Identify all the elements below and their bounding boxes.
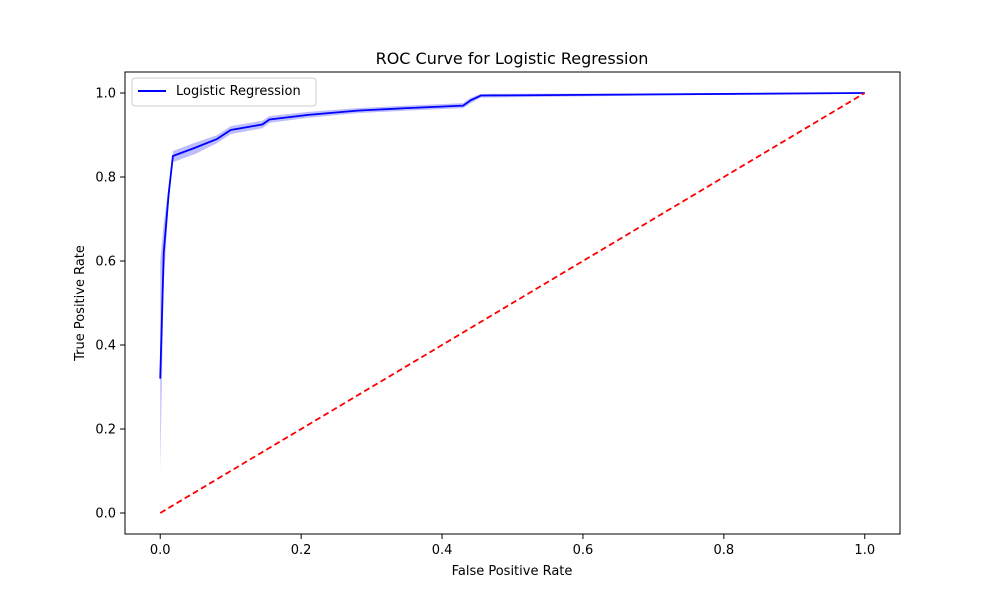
y-axis-label: True Positive Rate — [73, 245, 88, 362]
x-tick-label: 0.2 — [291, 543, 312, 558]
y-tick-label: 0.4 — [95, 339, 116, 354]
x-tick-label: 0.4 — [432, 543, 453, 558]
legend-box — [131, 77, 317, 107]
chart-title: ROC Curve for Logistic Regression — [376, 49, 649, 68]
legend-label-logistic-regression: Logistic Regression — [176, 84, 301, 99]
y-tick-label: 1.0 — [95, 87, 116, 102]
series-layer — [159, 92, 866, 514]
x-axis-label: False Positive Rate — [452, 564, 573, 579]
y-tick-label: 0.6 — [95, 255, 116, 270]
y-tick-label: 0.8 — [95, 171, 116, 186]
series-line-logistic-regression — [159, 92, 865, 379]
x-axis-ticks: 0.0 0.2 0.4 0.6 0.8 1.0 — [150, 534, 875, 558]
x-tick-label: 1.0 — [854, 543, 875, 558]
plot-frame — [124, 71, 901, 535]
x-tick-label: 0.8 — [714, 543, 735, 558]
x-tick-label: 0.0 — [150, 543, 171, 558]
y-tick-label: 0.2 — [95, 423, 116, 438]
x-tick-label: 0.6 — [573, 543, 594, 558]
series-line-reference-diagonal — [159, 92, 866, 514]
legend: Logistic Regression — [131, 77, 317, 107]
y-axis-ticks: 0.0 0.2 0.4 0.6 0.8 1.0 — [95, 87, 125, 522]
y-tick-label: 0.0 — [95, 507, 116, 522]
